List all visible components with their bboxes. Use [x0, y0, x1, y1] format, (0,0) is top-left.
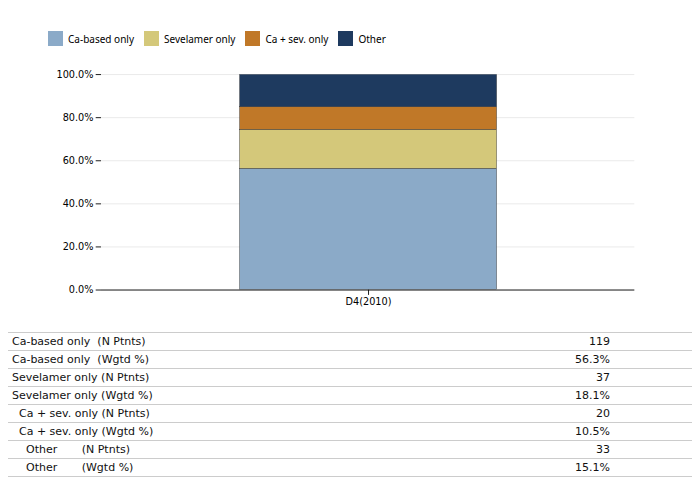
html-text:Ca-based only (Wgtd %): Ca-based only (Wgtd %)	[12, 353, 149, 367]
html-text:Sevelamer only: Sevelamer only	[164, 31, 236, 46]
html-text:Sevelamer only (Wgtd %): Sevelamer only (Wgtd %)	[12, 389, 153, 403]
html-text:10.5%: 10.5%	[575, 425, 610, 439]
html-text:37: 37	[596, 371, 610, 385]
html-text:Other (Wgtd %): Other (Wgtd %)	[12, 461, 134, 475]
svg-text:D4(2010): D4(2010)	[346, 296, 392, 307]
svg-text:0.0%: 0.0%	[69, 284, 94, 295]
html-text:33: 33	[596, 443, 610, 457]
html-text:Ca + sev. only: Ca + sev. only	[265, 31, 329, 46]
svg-text:100.0%: 100.0%	[56, 69, 93, 80]
svg-text:80.0%: 80.0%	[63, 112, 94, 123]
html-text:20: 20	[596, 407, 610, 421]
html-text:56.3%: 56.3%	[575, 353, 610, 367]
svg-text:20.0%: 20.0%	[63, 241, 94, 252]
html-text:Ca-based only (N Ptnts): Ca-based only (N Ptnts)	[12, 335, 146, 349]
html-text:Ca-based only: Ca-based only	[68, 31, 134, 46]
html-text:Other (N Ptnts): Other (N Ptnts)	[12, 443, 130, 457]
html-text:119: 119	[589, 335, 610, 349]
html-text:18.1%: 18.1%	[575, 389, 610, 403]
svg-text:60.0%: 60.0%	[63, 155, 94, 166]
html-text:Sevelamer only (N Ptnts): Sevelamer only (N Ptnts)	[12, 371, 150, 385]
html-text:Ca + sev. only (Wgtd %): Ca + sev. only (Wgtd %)	[12, 425, 154, 439]
html-text:Other: Other	[358, 31, 386, 46]
svg-text:40.0%: 40.0%	[63, 198, 94, 209]
html-text:15.1%: 15.1%	[575, 461, 610, 475]
html-text:Ca + sev. only (N Ptnts): Ca + sev. only (N Ptnts)	[12, 407, 150, 421]
